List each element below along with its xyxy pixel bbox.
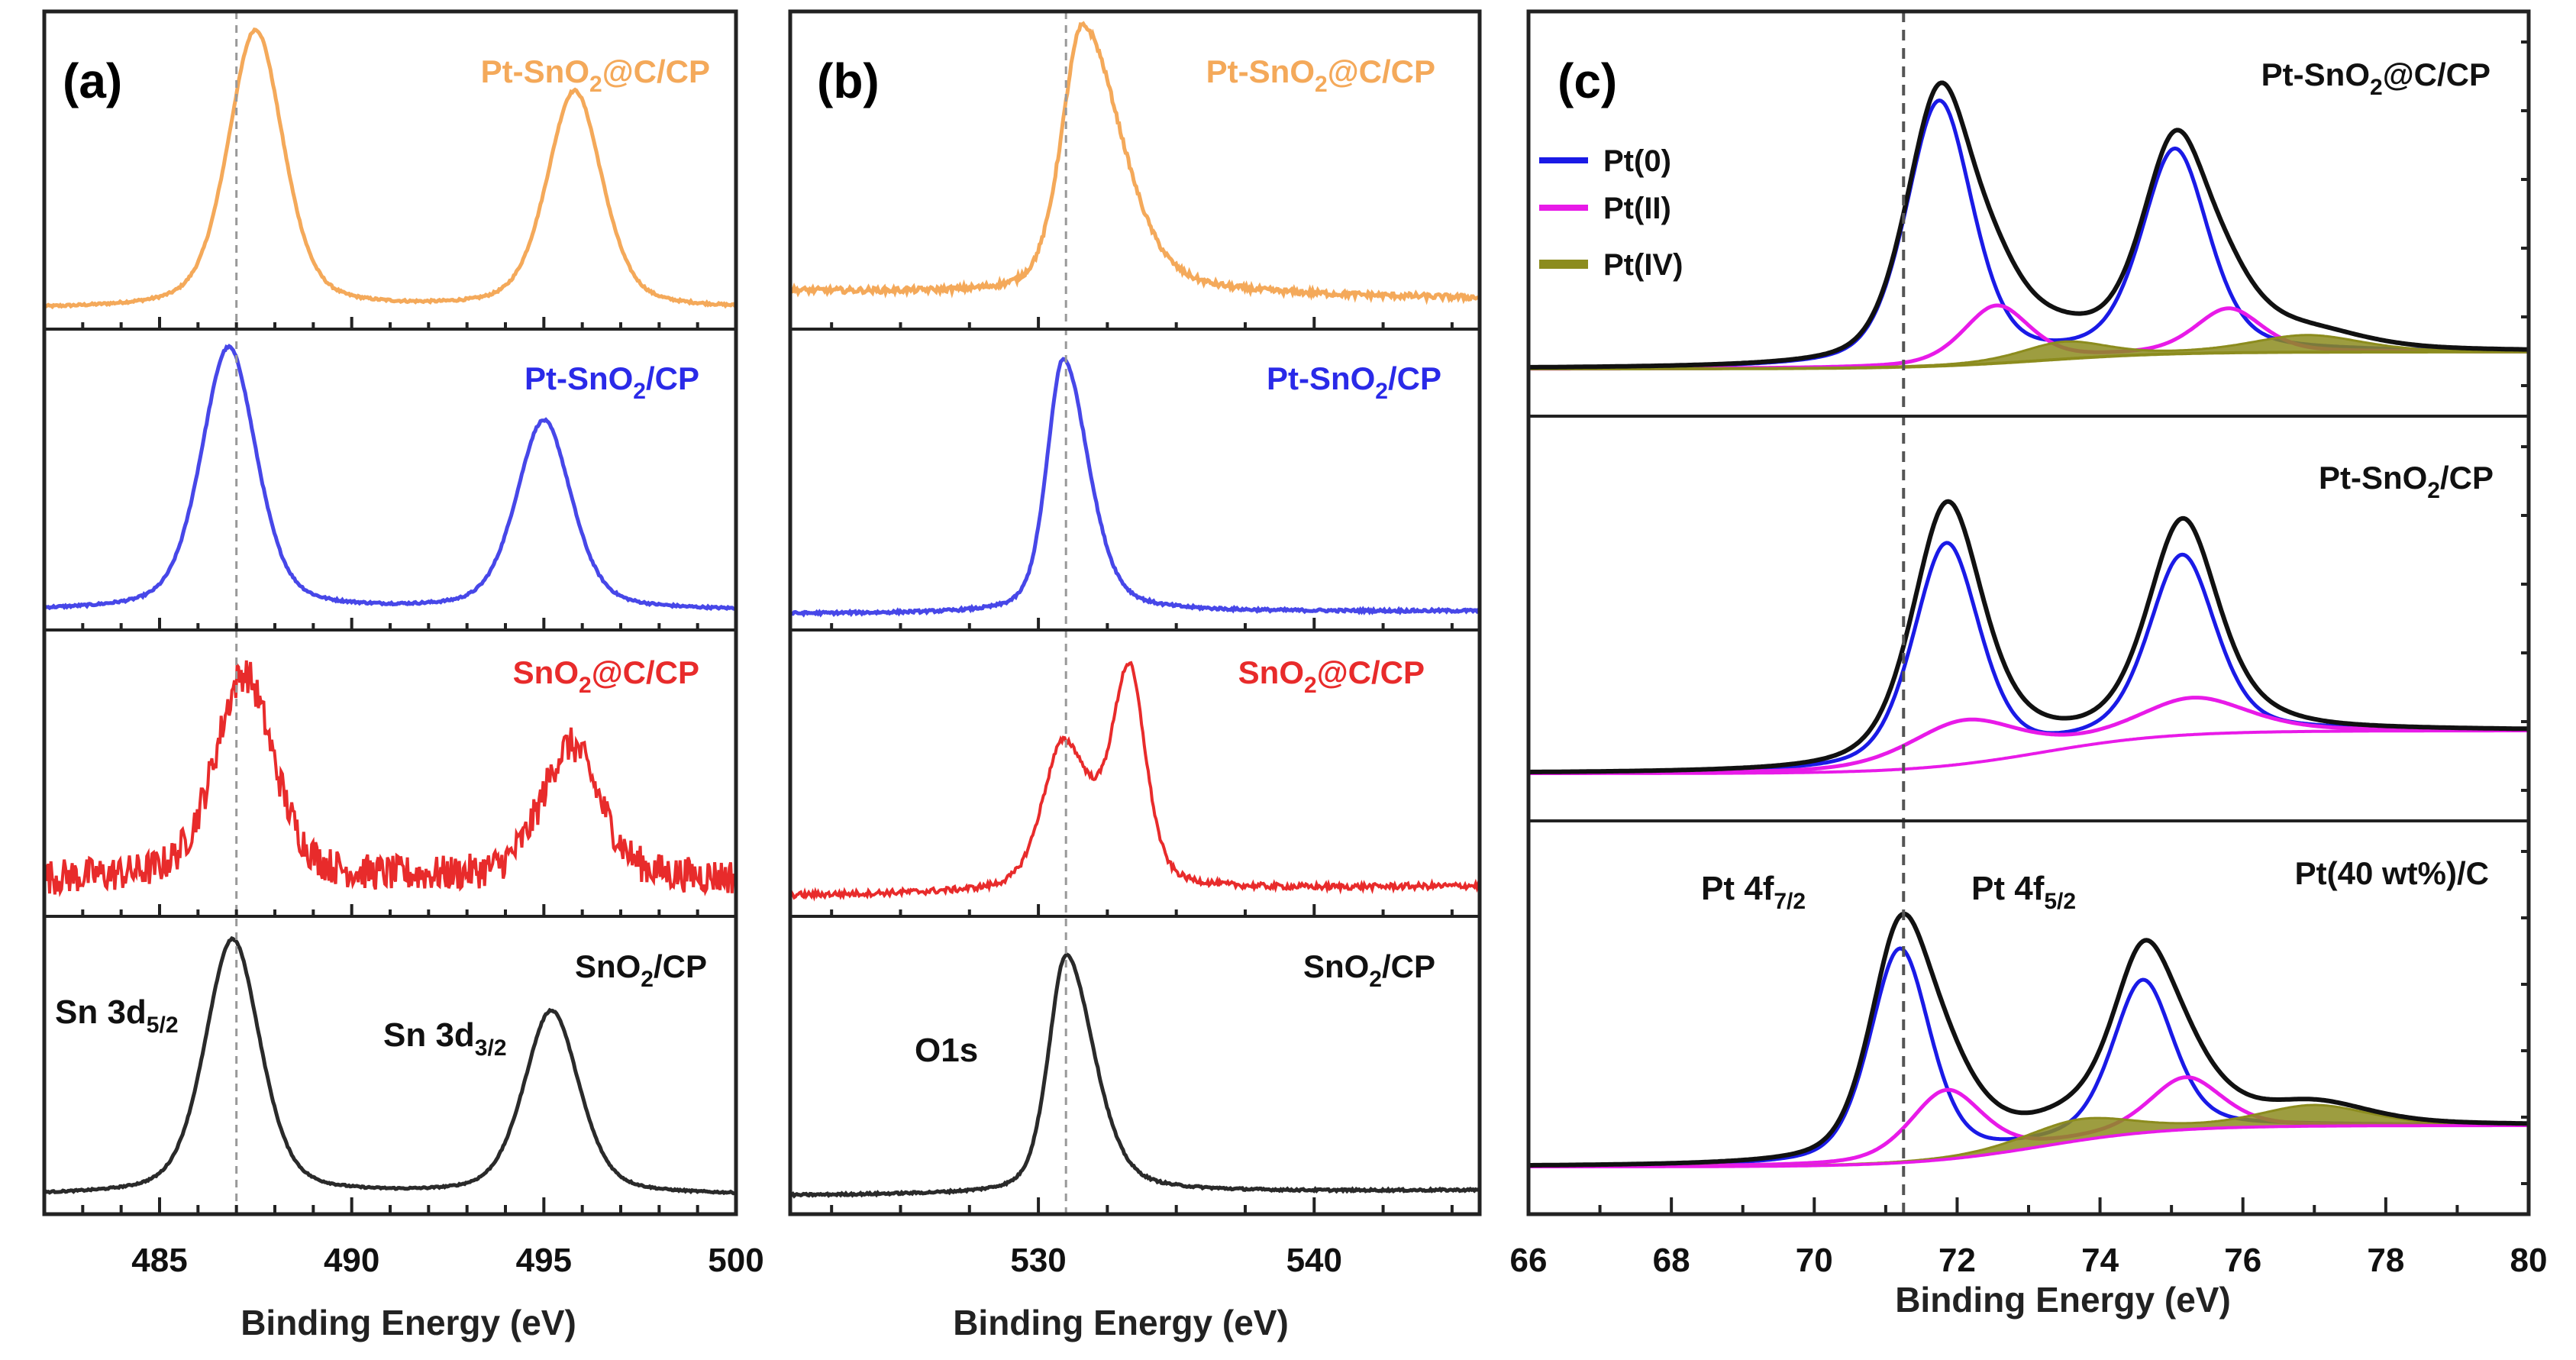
- x-tick-label: 74: [2081, 1242, 2119, 1279]
- panel-c-ticks: 66 68 70 72 74 76 78 80: [1510, 1197, 2548, 1279]
- x-tick-label: 495: [516, 1242, 572, 1279]
- panel-a-annotation-sn3d52: Sn 3d5/2: [55, 993, 179, 1038]
- panel-a-label: (a): [63, 53, 122, 108]
- panel-a-xlabel: Binding Energy (eV): [240, 1303, 576, 1342]
- series-line-SnO2@C/CP: [43, 660, 738, 898]
- panel-a: 485 490 495 500 (a) Pt-SnO2@C/CP Pt-SnO2/CP…: [42, 9, 764, 1342]
- x-tick-label: 78: [2367, 1242, 2404, 1279]
- envelope-line: [1528, 911, 2529, 1168]
- panel-a-series-label-4: SnO2/CP: [575, 948, 707, 992]
- component-line-Pt(0): [1528, 541, 2529, 775]
- series-line-Pt-SnO2@C/CP: [43, 27, 738, 310]
- panel-b-series-label-2: Pt-SnO2/CP: [1267, 360, 1441, 404]
- panel-c-label: (c): [1558, 53, 1617, 108]
- envelope-line: [1528, 499, 2529, 774]
- panel-b-series-label-1: Pt-SnO2@C/CP: [1206, 53, 1435, 97]
- legend-label-pt4: Pt(IV): [1603, 248, 1683, 282]
- background-line: [1528, 350, 2529, 370]
- panel-b-series-label-3: SnO2@C/CP: [1238, 654, 1425, 698]
- panel-a-ticks: 485 490 495 500: [43, 317, 764, 1279]
- x-tick-label: 540: [1286, 1242, 1342, 1279]
- series-line-Pt-SnO2/CP: [43, 344, 736, 611]
- panel-c-annotation-pt4f52: Pt 4f5/2: [1971, 870, 2076, 914]
- panel-b: 530 540 (b) Pt-SnO2@C/CP Pt-SnO2/CP SnO2@…: [788, 9, 1482, 1342]
- legend-label-pt2: Pt(II): [1603, 192, 1671, 225]
- series-line-Pt-SnO2@C/CP: [788, 21, 1480, 305]
- panel-c-frame: [1526, 9, 2531, 1216]
- panel-c: 66 68 70 72 74 76 78 80 (c) Pt(0) Pt(II) Pt(IV)…: [1510, 9, 2548, 1320]
- panel-c-subplot-label-1: Pt-SnO2@C/CP: [2261, 57, 2490, 100]
- panel-b-label: (b): [817, 53, 880, 108]
- panel-b-xlabel: Binding Energy (eV): [953, 1303, 1289, 1342]
- panel-a-annotation-sn3d32: Sn 3d3/2: [383, 1016, 507, 1061]
- x-tick-label: 490: [324, 1242, 379, 1279]
- x-tick-label: 66: [1510, 1242, 1548, 1279]
- legend-label-pt0: Pt(0): [1603, 144, 1671, 178]
- component-line-Pt(II): [1528, 696, 2529, 775]
- x-tick-label: 76: [2224, 1242, 2261, 1279]
- panel-c-curves: [1527, 40, 2530, 1185]
- x-tick-label: 72: [1938, 1242, 1976, 1279]
- panel-a-series-label-2: Pt-SnO2/CP: [525, 360, 699, 404]
- panel-c-subplot-label-2: Pt-SnO2/CP: [2319, 460, 2494, 503]
- background-line: [1528, 729, 2529, 775]
- background-line: [1528, 1124, 2529, 1168]
- panel-c-annotation-pt4f72: Pt 4f7/2: [1701, 870, 1806, 914]
- panel-b-annotation-o1s: O1s: [915, 1032, 978, 1069]
- series-line-SnO2/CP: [43, 935, 737, 1196]
- envelope-line: [1528, 80, 2529, 370]
- panel-b-series-label-4: SnO2/CP: [1303, 948, 1435, 992]
- panel-c-xlabel: Binding Energy (eV): [1895, 1280, 2231, 1320]
- panel-b-frame: [788, 9, 1482, 1216]
- x-tick-label: 500: [708, 1242, 763, 1279]
- x-tick-label: 68: [1653, 1242, 1690, 1279]
- panel-b-curves: [788, 21, 1481, 1199]
- series-line-Pt-SnO2/CP: [789, 357, 1480, 618]
- panel-a-series-label-1: Pt-SnO2@C/CP: [481, 53, 710, 97]
- x-tick-label: 530: [1010, 1242, 1066, 1279]
- panel-c-subplot-label-3: Pt(40 wt%)/C: [2295, 855, 2489, 891]
- series-line-SnO2@C/CP: [789, 661, 1481, 902]
- panel-a-series-label-3: SnO2@C/CP: [513, 654, 699, 698]
- panel-a-curves: [43, 27, 738, 1196]
- panel-c-legend: Pt(0) Pt(II) Pt(IV): [1539, 144, 1683, 282]
- x-tick-label: 485: [131, 1242, 187, 1279]
- component-line-Pt(0): [1528, 946, 2529, 1168]
- x-tick-label: 70: [1796, 1242, 1833, 1279]
- series-line-SnO2/CP: [789, 952, 1481, 1199]
- panel-b-ticks: 530 540: [830, 317, 1454, 1279]
- x-tick-label: 80: [2510, 1242, 2548, 1279]
